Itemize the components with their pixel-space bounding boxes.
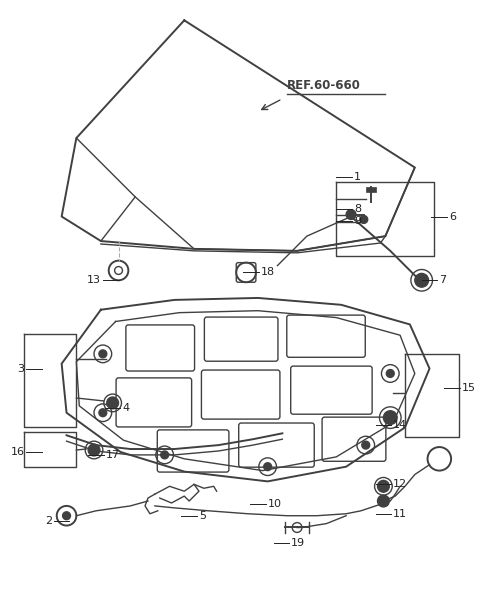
Circle shape — [360, 215, 368, 224]
Text: 4: 4 — [122, 403, 130, 413]
Text: 10: 10 — [268, 499, 282, 509]
Text: 13: 13 — [87, 276, 101, 286]
Circle shape — [107, 397, 119, 409]
Circle shape — [378, 480, 389, 492]
Text: 16: 16 — [11, 447, 24, 457]
Text: 19: 19 — [291, 538, 305, 548]
Text: 18: 18 — [261, 267, 275, 277]
Circle shape — [62, 512, 71, 520]
Circle shape — [386, 369, 394, 378]
Text: 3: 3 — [17, 363, 24, 373]
Text: 5: 5 — [199, 511, 206, 521]
Text: 1: 1 — [354, 172, 361, 182]
Text: REF.60-660: REF.60-660 — [287, 79, 361, 92]
Circle shape — [346, 209, 356, 219]
Text: 11: 11 — [393, 509, 407, 519]
Circle shape — [362, 441, 370, 449]
Circle shape — [384, 411, 397, 424]
Text: 14: 14 — [393, 421, 408, 431]
Circle shape — [378, 495, 389, 507]
Circle shape — [88, 444, 100, 456]
Text: 9: 9 — [354, 217, 361, 227]
Text: 12: 12 — [393, 479, 408, 489]
Text: 17: 17 — [106, 450, 120, 460]
Circle shape — [99, 409, 107, 417]
Text: 7: 7 — [439, 276, 446, 286]
Text: 8: 8 — [354, 204, 361, 214]
Circle shape — [264, 463, 272, 471]
Circle shape — [161, 451, 168, 459]
Text: 6: 6 — [449, 212, 456, 221]
Circle shape — [415, 273, 429, 287]
Circle shape — [99, 350, 107, 358]
Text: 15: 15 — [462, 383, 476, 393]
Text: 2: 2 — [45, 516, 52, 526]
Polygon shape — [366, 187, 375, 192]
